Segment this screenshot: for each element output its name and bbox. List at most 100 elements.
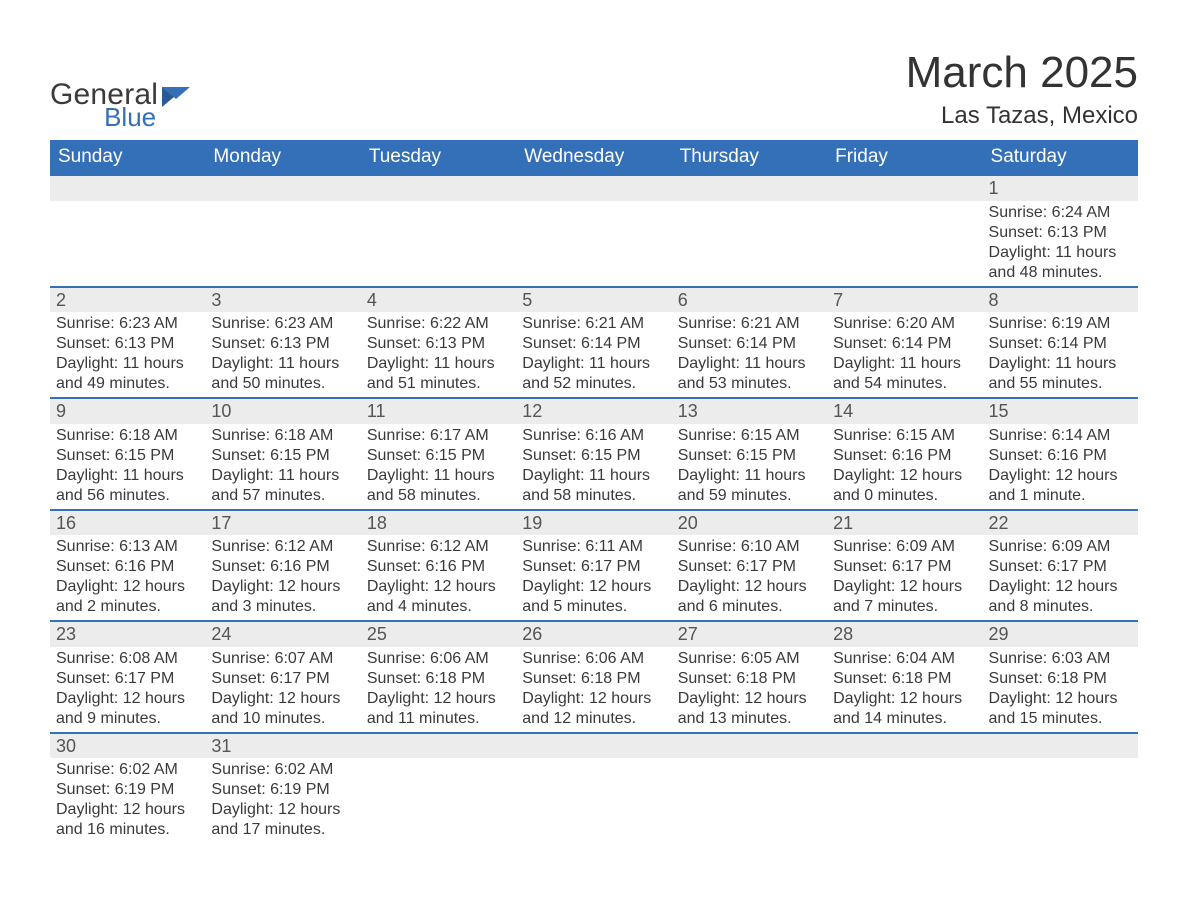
weekday-header: Sunday [50,140,205,175]
day-info-line: Sunrise: 6:22 AM [367,314,510,334]
day-info: Sunrise: 6:12 AMSunset: 6:16 PMDaylight:… [211,537,354,617]
day-info: Sunrise: 6:15 AMSunset: 6:15 PMDaylight:… [678,426,821,506]
day-info-line: Sunrise: 6:03 AM [989,649,1132,669]
day-number-cell: 25 [361,621,516,647]
day-info-cell: Sunrise: 6:15 AMSunset: 6:15 PMDaylight:… [672,424,827,510]
day-info-line: Sunrise: 6:10 AM [678,537,821,557]
day-number-cell: 23 [50,621,205,647]
day-info-cell [827,758,982,843]
day-info: Sunrise: 6:20 AMSunset: 6:14 PMDaylight:… [833,314,976,394]
day-info: Sunrise: 6:09 AMSunset: 6:17 PMDaylight:… [989,537,1132,617]
day-number-cell: 14 [827,398,982,424]
day-info-line: Sunset: 6:15 PM [367,446,510,466]
day-info-line: Sunrise: 6:04 AM [833,649,976,669]
day-info-line: Sunrise: 6:19 AM [989,314,1132,334]
day-info: Sunrise: 6:21 AMSunset: 6:14 PMDaylight:… [678,314,821,394]
day-info: Sunrise: 6:22 AMSunset: 6:13 PMDaylight:… [367,314,510,394]
day-info-cell: Sunrise: 6:23 AMSunset: 6:13 PMDaylight:… [205,312,360,398]
day-info-cell: Sunrise: 6:06 AMSunset: 6:18 PMDaylight:… [516,647,671,733]
day-info: Sunrise: 6:12 AMSunset: 6:16 PMDaylight:… [367,537,510,617]
day-info: Sunrise: 6:08 AMSunset: 6:17 PMDaylight:… [56,649,199,729]
day-number-cell [827,733,982,759]
day-info: Sunrise: 6:03 AMSunset: 6:18 PMDaylight:… [989,649,1132,729]
calendar-daynum-row: 3031 [50,733,1138,759]
day-info-line: Daylight: 12 hours and 1 minute. [989,466,1132,506]
day-info: Sunrise: 6:05 AMSunset: 6:18 PMDaylight:… [678,649,821,729]
weekday-header: Monday [205,140,360,175]
day-info [367,760,510,840]
day-number-cell: 8 [983,287,1138,313]
page: General Blue March 2025 Las Tazas, Mexic… [0,0,1188,918]
day-number-cell: 18 [361,510,516,536]
day-number-cell [361,175,516,201]
calendar-body: 1Sunrise: 6:24 AMSunset: 6:13 PMDaylight… [50,175,1138,843]
day-info-line: Daylight: 11 hours and 58 minutes. [367,466,510,506]
day-info [522,203,665,283]
day-info-cell: Sunrise: 6:20 AMSunset: 6:14 PMDaylight:… [827,312,982,398]
day-info-line: Sunrise: 6:24 AM [989,203,1132,223]
day-number-cell: 20 [672,510,827,536]
day-info-cell: Sunrise: 6:15 AMSunset: 6:16 PMDaylight:… [827,424,982,510]
day-info [678,760,821,840]
day-info-line: Sunrise: 6:21 AM [678,314,821,334]
day-number-cell: 28 [827,621,982,647]
day-number-cell: 11 [361,398,516,424]
day-info [522,760,665,840]
day-number-cell [361,733,516,759]
day-info-line: Daylight: 12 hours and 2 minutes. [56,577,199,617]
day-info-line: Sunset: 6:15 PM [211,446,354,466]
day-info-line: Sunset: 6:16 PM [56,557,199,577]
day-info-line: Daylight: 11 hours and 51 minutes. [367,354,510,394]
day-number-cell: 16 [50,510,205,536]
header: General Blue March 2025 Las Tazas, Mexic… [50,50,1138,130]
day-number-cell: 3 [205,287,360,313]
day-number-cell: 15 [983,398,1138,424]
day-info-line: Daylight: 12 hours and 3 minutes. [211,577,354,617]
day-info-line: Sunset: 6:18 PM [367,669,510,689]
day-info [678,203,821,283]
day-info-line: Sunset: 6:17 PM [522,557,665,577]
flag-icon [162,83,190,111]
day-info-line: Sunrise: 6:13 AM [56,537,199,557]
day-info [211,203,354,283]
day-info: Sunrise: 6:24 AMSunset: 6:13 PMDaylight:… [989,203,1132,283]
day-number-cell [50,175,205,201]
day-info-line: Sunset: 6:13 PM [56,334,199,354]
day-info: Sunrise: 6:17 AMSunset: 6:15 PMDaylight:… [367,426,510,506]
day-info-line: Daylight: 11 hours and 50 minutes. [211,354,354,394]
day-info-line: Daylight: 11 hours and 49 minutes. [56,354,199,394]
day-info-line: Sunset: 6:16 PM [989,446,1132,466]
day-number-cell: 31 [205,733,360,759]
day-info-line: Sunset: 6:17 PM [678,557,821,577]
day-number-cell: 9 [50,398,205,424]
day-info-line: Sunrise: 6:18 AM [56,426,199,446]
weekday-header: Thursday [672,140,827,175]
day-info: Sunrise: 6:07 AMSunset: 6:17 PMDaylight:… [211,649,354,729]
day-info-cell [516,758,671,843]
day-info-line: Sunrise: 6:23 AM [211,314,354,334]
day-number-cell: 6 [672,287,827,313]
day-info-line: Sunset: 6:14 PM [522,334,665,354]
day-info-line: Daylight: 12 hours and 15 minutes. [989,689,1132,729]
day-info-cell: Sunrise: 6:23 AMSunset: 6:13 PMDaylight:… [50,312,205,398]
calendar-info-row: Sunrise: 6:23 AMSunset: 6:13 PMDaylight:… [50,312,1138,398]
day-info-line: Sunset: 6:15 PM [678,446,821,466]
day-info-cell: Sunrise: 6:16 AMSunset: 6:15 PMDaylight:… [516,424,671,510]
day-info-line: Sunrise: 6:09 AM [989,537,1132,557]
day-info: Sunrise: 6:13 AMSunset: 6:16 PMDaylight:… [56,537,199,617]
day-info-line: Sunrise: 6:20 AM [833,314,976,334]
day-info-cell [361,201,516,287]
day-number-cell [827,175,982,201]
brand-text: General Blue [50,81,158,131]
day-info [56,203,199,283]
day-info-line: Sunrise: 6:14 AM [989,426,1132,446]
day-info-line: Sunset: 6:19 PM [211,780,354,800]
day-info [367,203,510,283]
brand-logo: General Blue [50,53,190,131]
day-info-cell: Sunrise: 6:18 AMSunset: 6:15 PMDaylight:… [50,424,205,510]
day-info: Sunrise: 6:10 AMSunset: 6:17 PMDaylight:… [678,537,821,617]
day-info: Sunrise: 6:23 AMSunset: 6:13 PMDaylight:… [211,314,354,394]
calendar-daynum-row: 1 [50,175,1138,201]
day-info: Sunrise: 6:02 AMSunset: 6:19 PMDaylight:… [211,760,354,840]
day-info-cell: Sunrise: 6:24 AMSunset: 6:13 PMDaylight:… [983,201,1138,287]
